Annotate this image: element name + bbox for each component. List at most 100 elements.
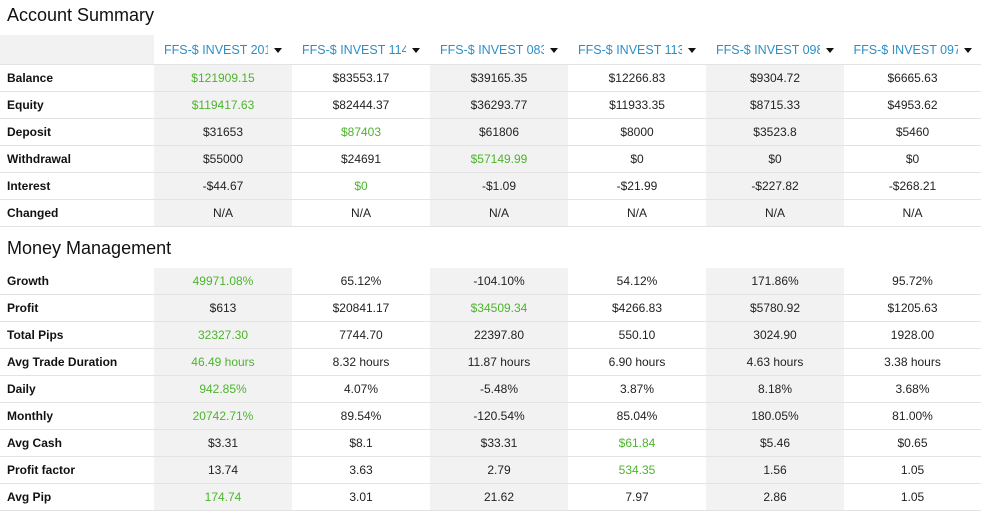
table-row: Deposit $31653 $87403 $61806 $8000 $3523.8 $54… <box>0 118 981 146</box>
table-row: Equity $119417.63 $82444.37 $36293.77 $11933… <box>0 91 981 119</box>
table-row: Daily 942.85% 4.07% -5.48% 3.87% 8.18% 3.68% <box>0 375 981 403</box>
row-label: Avg Pip <box>0 483 154 511</box>
value-cell: $1205.63 <box>844 294 981 322</box>
value-cell: $33.31 <box>430 429 568 457</box>
value-cell: $57149.99 <box>430 145 568 173</box>
value-cell: $5.46 <box>706 429 844 457</box>
value-cell: 54.12% <box>568 268 706 295</box>
value-cell: 4.63 hours <box>706 348 844 376</box>
value-cell: 89.54% <box>292 402 430 430</box>
account-selector[interactable]: FFS-$ INVEST 201 <box>154 43 292 57</box>
table-row: Growth 49971.08% 65.12% -104.10% 54.12% 171.8… <box>0 268 981 295</box>
account-column-header[interactable]: FFS-$ INVEST 098 <box>706 35 844 65</box>
chevron-down-icon[interactable] <box>826 47 834 53</box>
account-column-header[interactable]: FFS-$ INVEST 083 <box>430 35 568 65</box>
value-cell: 81.00% <box>844 402 981 430</box>
value-cell: 1.05 <box>844 456 981 484</box>
row-label: Deposit <box>0 118 154 146</box>
value-cell: 32327.30 <box>154 321 292 349</box>
value-cell: $0 <box>292 172 430 200</box>
value-cell: 20742.71% <box>154 402 292 430</box>
value-cell: 1.56 <box>706 456 844 484</box>
value-cell: -$1.09 <box>430 172 568 200</box>
value-cell: $4266.83 <box>568 294 706 322</box>
value-cell: N/A <box>706 199 844 227</box>
table-row: Profit factor 13.74 3.63 2.79 534.35 1.56 1.05 <box>0 456 981 484</box>
value-cell: $4953.62 <box>844 91 981 119</box>
row-label: Growth <box>0 268 154 295</box>
row-label: Avg Trade Duration <box>0 348 154 376</box>
value-cell: $3.31 <box>154 429 292 457</box>
chevron-down-icon[interactable] <box>274 47 282 53</box>
account-summary-title: Account Summary <box>7 5 155 25</box>
value-cell: $24691 <box>292 145 430 173</box>
row-label: Monthly <box>0 402 154 430</box>
account-selector[interactable]: FFS-$ INVEST 097 <box>844 43 981 57</box>
value-cell: 22397.80 <box>430 321 568 349</box>
value-cell: $0.65 <box>844 429 981 457</box>
value-cell: 550.10 <box>568 321 706 349</box>
value-cell: $119417.63 <box>154 91 292 119</box>
value-cell: $20841.17 <box>292 294 430 322</box>
value-cell: $39165.35 <box>430 64 568 92</box>
value-cell: 534.35 <box>568 456 706 484</box>
value-cell: 942.85% <box>154 375 292 403</box>
account-column-header[interactable]: FFS-$ INVEST 201 <box>154 35 292 65</box>
account-column-header[interactable]: FFS-$ INVEST 114 <box>292 35 430 65</box>
value-cell: 11.87 hours <box>430 348 568 376</box>
value-cell: 1928.00 <box>844 321 981 349</box>
account-selector[interactable]: FFS-$ INVEST 113 <box>568 43 706 57</box>
account-column-header[interactable]: FFS-$ INVEST 113 <box>568 35 706 65</box>
value-cell: $3523.8 <box>706 118 844 146</box>
value-cell: $61.84 <box>568 429 706 457</box>
row-label: Profit factor <box>0 456 154 484</box>
value-cell: -104.10% <box>430 268 568 295</box>
value-cell: $87403 <box>292 118 430 146</box>
value-cell: 65.12% <box>292 268 430 295</box>
value-cell: 2.79 <box>430 456 568 484</box>
value-cell: 1.05 <box>844 483 981 511</box>
value-cell: 85.04% <box>568 402 706 430</box>
value-cell: 49971.08% <box>154 268 292 295</box>
value-cell: 8.32 hours <box>292 348 430 376</box>
account-selector[interactable]: FFS-$ INVEST 098 <box>706 43 844 57</box>
chevron-down-icon[interactable] <box>688 47 696 53</box>
value-cell: -$268.21 <box>844 172 981 200</box>
chevron-down-icon[interactable] <box>963 47 972 53</box>
value-cell: $8.1 <box>292 429 430 457</box>
table-row: Balance $121909.15 $83553.17 $39165.35 $1226… <box>0 64 981 92</box>
value-cell: 3.68% <box>844 375 981 403</box>
value-cell: 3.87% <box>568 375 706 403</box>
value-cell: 13.74 <box>154 456 292 484</box>
table-row: Profit $613 $20841.17 $34509.34 $4266.83 $578… <box>0 294 981 322</box>
row-label: Changed <box>0 199 154 227</box>
value-cell: $0 <box>844 145 981 173</box>
value-cell: $82444.37 <box>292 91 430 119</box>
account-name[interactable]: FFS-$ INVEST 097 <box>853 42 958 57</box>
chevron-down-icon[interactable] <box>550 47 558 53</box>
account-name[interactable]: FFS-$ INVEST 201 <box>164 42 268 57</box>
value-cell: N/A <box>568 199 706 227</box>
account-name[interactable]: FFS-$ INVEST 114 <box>302 42 406 57</box>
value-cell: 7.97 <box>568 483 706 511</box>
value-cell: $9304.72 <box>706 64 844 92</box>
table-row: Avg Pip 174.74 3.01 21.62 7.97 2.86 1.05 <box>0 483 981 511</box>
value-cell: $0 <box>568 145 706 173</box>
row-label: Withdrawal <box>0 145 154 173</box>
account-name[interactable]: FFS-$ INVEST 083 <box>440 42 544 57</box>
row-label: Balance <box>0 64 154 92</box>
value-cell: 21.62 <box>430 483 568 511</box>
account-selector[interactable]: FFS-$ INVEST 083 <box>430 43 568 57</box>
value-cell: $31653 <box>154 118 292 146</box>
account-column-header[interactable]: FFS-$ INVEST 097 <box>844 35 981 65</box>
row-label: Total Pips <box>0 321 154 349</box>
value-cell: N/A <box>154 199 292 227</box>
account-selector[interactable]: FFS-$ INVEST 114 <box>292 43 430 57</box>
value-cell: 95.72% <box>844 268 981 295</box>
chevron-down-icon[interactable] <box>412 47 420 53</box>
account-name[interactable]: FFS-$ INVEST 098 <box>716 42 820 57</box>
account-name[interactable]: FFS-$ INVEST 113 <box>578 42 682 57</box>
value-cell: N/A <box>292 199 430 227</box>
value-cell: $5780.92 <box>706 294 844 322</box>
value-cell: 3.01 <box>292 483 430 511</box>
